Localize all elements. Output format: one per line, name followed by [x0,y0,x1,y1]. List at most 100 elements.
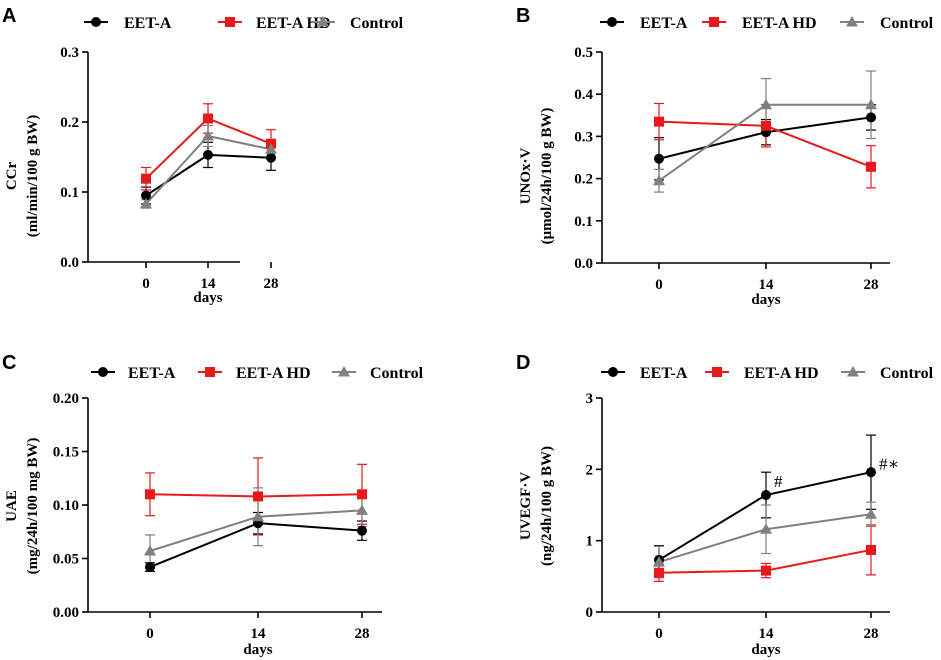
panel-a-point-eet-a [141,190,151,201]
panel-b-legend-label-eet-a-hd: EET-A HD [742,15,817,32]
panel-d-xlabel: days [751,642,780,658]
panel-d-line-control [658,513,872,564]
panel-d-ylabel-line2: (ng/24h/100 g BW) [539,446,555,566]
panel-c-ytick-label: 0.00 [53,605,79,621]
panel-b-ytick-label: 0.4 [574,87,593,103]
panel-b-ytick-label: 0.2 [574,172,593,188]
panel-a-point-control [265,143,277,154]
panel-c-legend-label-eet-a-hd: EET-A HD [236,365,311,382]
panel-b-point-control [653,174,665,186]
panel-b: B 0.0 0.1 0.2 0.3 0.4 0.5 0 14 28 days UNOx·V (μmol/… [516,5,934,308]
panel-a-xlabel: days [193,290,222,306]
panel-b-point-eet-a-hd [761,120,771,131]
panel-d-point-eet-a-hd [654,567,664,578]
panel-a-point-eet-a [266,152,276,163]
panel-b-xtick-label: 0 [655,277,663,293]
panel-b-point-eet-a-hd [866,161,876,172]
panel-d-legend-label-control: Control [880,365,934,382]
panel-b-ytick-label: 0.5 [574,45,593,61]
panel-c-xtick-label: 14 [251,626,267,642]
panel-a-letter: A [2,5,16,27]
panel-c-legend-marker-control [338,366,350,377]
panel-c-point-eet-a-hd [145,489,155,500]
panel-b-xlabel: days [751,292,780,308]
panel-c-point-eet-a [357,525,367,536]
panel-a-legend-label-eet-a: EET-A [124,15,172,32]
panel-d-legend-label-eet-a-hd: EET-A HD [744,365,819,382]
panel-d-legend-marker-control [847,366,859,377]
panel-a-ylabel-line2: (ml/min/100 g BW) [25,115,41,238]
panel-c-ylabel-line1: UAE [4,490,20,522]
panel-d-legend-label-eet-a: EET-A [640,365,688,382]
panel-d-point-control [653,556,665,567]
panel-a-legend-label-eet-a-hd: EET-A HD [256,15,331,32]
panel-d-ytick-label: 2 [586,462,594,478]
panel-a-point-eet-a-hd [141,173,151,184]
panel-b-ylabel-line2: (μmol/24h/100 g BW) [539,108,555,245]
panel-c-xlabel: days [243,642,272,658]
panel-a-ylabel: CCr (ml/min/100 g BW) [4,115,41,238]
panel-a-legend-label-control: Control [350,15,404,32]
panel-a-ylabel-line1: CCr [4,161,20,190]
panel-d-ytick-label: 1 [586,534,594,550]
panel-a-point-control [140,197,152,209]
panel-c-ytick-label: 0.15 [53,445,79,461]
panel-d-point-eet-a [761,490,771,501]
panel-b-xtick-label: 14 [759,277,775,293]
panel-d-xtick-label: 28 [864,626,879,642]
panel-d-line-eet-a [658,471,872,561]
panel-d-letter: D [516,352,530,374]
panel-a-ytick-label: 0.1 [60,185,79,201]
panel-a-ytick-label: 0.3 [60,45,79,61]
panel-d-point-control [865,508,877,519]
panel-c-ytick-label: 0.20 [53,391,79,407]
panel-d-point-eet-a [866,467,876,478]
panel-b-ytick-label: 0.0 [574,256,593,272]
panel-b-legend-label-control: Control [880,15,934,32]
panel-b-legend-label-eet-a: EET-A [640,15,688,32]
panel-d-ytick-label: 3 [586,391,594,407]
panel-b-xtick-label: 28 [864,277,879,293]
panel-a-ytick-label: 0.0 [60,255,79,271]
panel-d-legend-marker-eet-a-hd [712,367,722,377]
panel-c-legend-label-eet-a: EET-A [128,365,176,382]
panel-a-point-control [202,130,214,141]
panel-c-legend-marker-eet-a-hd [205,367,215,377]
panel-c-point-control [356,504,368,515]
panel-b-letter: B [516,5,530,27]
panel-c-point-eet-a-hd [357,489,367,500]
panel-c-point-control [144,545,156,556]
panel-c-point-eet-a [145,562,155,573]
panel-d-annotation: #∗ [879,454,899,473]
panel-b-point-control [865,98,877,110]
panel-b-ylabel-line1: UNOx·V [518,148,534,205]
panel-a-ytick-label: 0.2 [60,115,79,131]
panel-c-point-eet-a-hd [253,491,263,502]
panel-d-ylabel-line1: UVEGF·V [518,472,534,541]
panel-c-legend-marker-eet-a [98,367,108,377]
panel-a-point-eet-a-hd [203,113,213,124]
panel-a-legend-marker-eet-a-hd [225,17,235,27]
panel-d: D 0 1 2 3 0 14 28 days UVEGF·V (ng/24h/100 g BW) EE… [516,352,934,658]
panel-a-xtick-label: 0 [142,276,150,292]
panel-b-legend-marker-eet-a-hd [709,17,719,27]
panel-b-line-control [658,103,871,182]
panel-a-point-eet-a [203,149,213,160]
panel-d-ylabel: UVEGF·V (ng/24h/100 g BW) [518,446,555,566]
panel-b-ytick-label: 0.1 [574,214,593,230]
panel-d-ytick-label: 0 [586,605,594,621]
panel-b-point-eet-a [654,153,664,164]
panel-a-xtick-label: 14 [201,276,217,292]
panel-d-annotation: # [774,472,783,491]
panel-b-point-eet-a-hd [654,116,664,127]
panel-d-legend-marker-eet-a [608,367,618,377]
panel-b-point-eet-a [866,112,876,123]
panel-d-point-eet-a-hd [866,544,876,555]
panel-d-point-eet-a-hd [761,565,771,576]
panel-a: A 0.0 0.1 0.2 0.3 0 14 28 days CCr (ml/min/100 g B… [2,5,404,306]
panel-c-xtick-label: 28 [355,626,370,642]
panel-c-legend-label-control: Control [370,365,424,382]
panel-b-legend-marker-eet-a [607,17,617,27]
panel-c-xtick-label: 0 [146,626,154,642]
panel-b-ylabel: UNOx·V (μmol/24h/100 g BW) [518,108,555,245]
